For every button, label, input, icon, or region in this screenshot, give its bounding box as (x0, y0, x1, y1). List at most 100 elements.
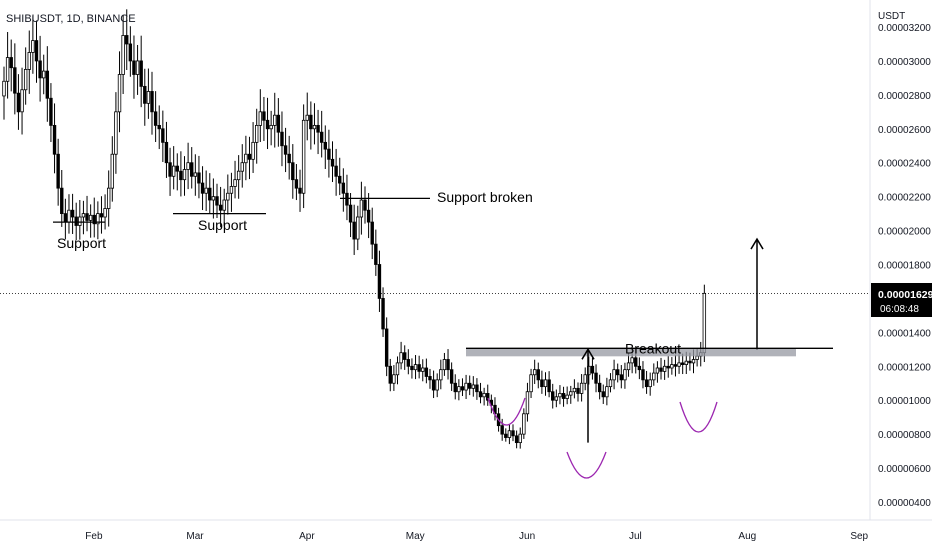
candle (641, 361, 645, 389)
candle (395, 356, 400, 385)
cup-curve[interactable] (487, 397, 526, 426)
candle (309, 101, 313, 150)
candle (330, 141, 335, 183)
candle (182, 156, 187, 196)
candle (554, 389, 559, 408)
candle (392, 365, 396, 391)
bar-countdown: 06:08:48 (880, 304, 919, 315)
candle (157, 105, 161, 150)
candle (240, 144, 244, 188)
candle (2, 66, 6, 120)
candle (605, 377, 609, 406)
price-tick-label: 0.00002400 (878, 159, 931, 170)
candle (301, 104, 306, 209)
candle (406, 349, 411, 375)
candle (327, 129, 331, 178)
candle (659, 357, 663, 380)
candle (42, 54, 46, 95)
candle (20, 67, 24, 135)
candle (128, 26, 133, 77)
candle (356, 205, 360, 251)
candle (341, 168, 346, 212)
candle (229, 172, 234, 212)
time-tick-label: Apr (299, 531, 315, 542)
cup-curve[interactable] (679, 401, 718, 433)
candle (81, 200, 86, 235)
candle (569, 385, 573, 404)
candle (143, 68, 147, 126)
candle (125, 9, 129, 71)
candle (233, 160, 237, 199)
candle (70, 193, 75, 234)
candle (352, 204, 356, 255)
candle (92, 197, 96, 238)
candle (186, 142, 190, 190)
candle (60, 169, 64, 227)
candle (435, 373, 439, 398)
candle (254, 108, 259, 164)
time-tick-label: Jun (519, 531, 535, 542)
candle (88, 204, 93, 238)
candle (283, 127, 288, 173)
candle (648, 372, 652, 396)
candle (208, 173, 212, 214)
candle (460, 378, 465, 397)
price-tick-label: 0.00002200 (878, 193, 931, 204)
candle (96, 201, 100, 240)
candle (670, 357, 674, 375)
pattern-depth-arrow[interactable] (581, 347, 595, 443)
candle (190, 147, 194, 189)
candle (49, 83, 53, 143)
candle (381, 287, 385, 337)
candle (161, 110, 165, 162)
candle (475, 378, 479, 400)
candle (673, 354, 678, 377)
candle (384, 317, 389, 377)
candle (601, 384, 605, 404)
price-tick-label: 0.00002800 (878, 91, 931, 102)
candle (150, 71, 154, 135)
candle (99, 196, 104, 234)
cup-curve[interactable] (566, 451, 607, 479)
candle (34, 20, 39, 83)
price-tick-label: 0.00000400 (878, 498, 931, 509)
candle (482, 387, 486, 406)
time-tick-label: Sep (850, 531, 868, 542)
price-tick-label: 0.00000600 (878, 464, 931, 475)
candle (67, 194, 71, 234)
support-label: Support (57, 235, 106, 251)
target-arrow[interactable] (750, 237, 764, 350)
candle (139, 35, 143, 108)
time-scale[interactable]: Feb Mar Apr May Jun Jul Aug Sep (0, 519, 932, 542)
price-tick-label: 0.00001000 (878, 396, 931, 407)
candle (442, 352, 447, 376)
candle (579, 374, 584, 402)
candle (236, 155, 241, 199)
candle (164, 121, 169, 178)
candle (525, 382, 530, 422)
candle (56, 138, 60, 206)
price-tick-label: 0.00002000 (878, 227, 931, 238)
drawings-layer: Support Support Support broken Breakout (0, 189, 870, 479)
candle (471, 376, 475, 397)
candle (558, 385, 562, 405)
candle (504, 428, 508, 442)
candle (23, 47, 28, 105)
price-scale[interactable]: USDT 0.00003200 0.00003000 0.00002800 0.000… (869, 0, 932, 520)
candle (547, 371, 551, 398)
candle (171, 146, 176, 190)
candle (500, 418, 504, 441)
last-price-badge (871, 283, 932, 317)
time-tick-label: Feb (85, 531, 103, 542)
candle (536, 362, 540, 389)
candle (594, 364, 598, 393)
neckline-band (466, 348, 796, 357)
candle (652, 363, 656, 386)
candle (410, 358, 414, 379)
candle (27, 30, 31, 94)
candle (280, 111, 284, 167)
candle (626, 352, 631, 377)
candle (226, 174, 230, 215)
candle (146, 68, 151, 119)
